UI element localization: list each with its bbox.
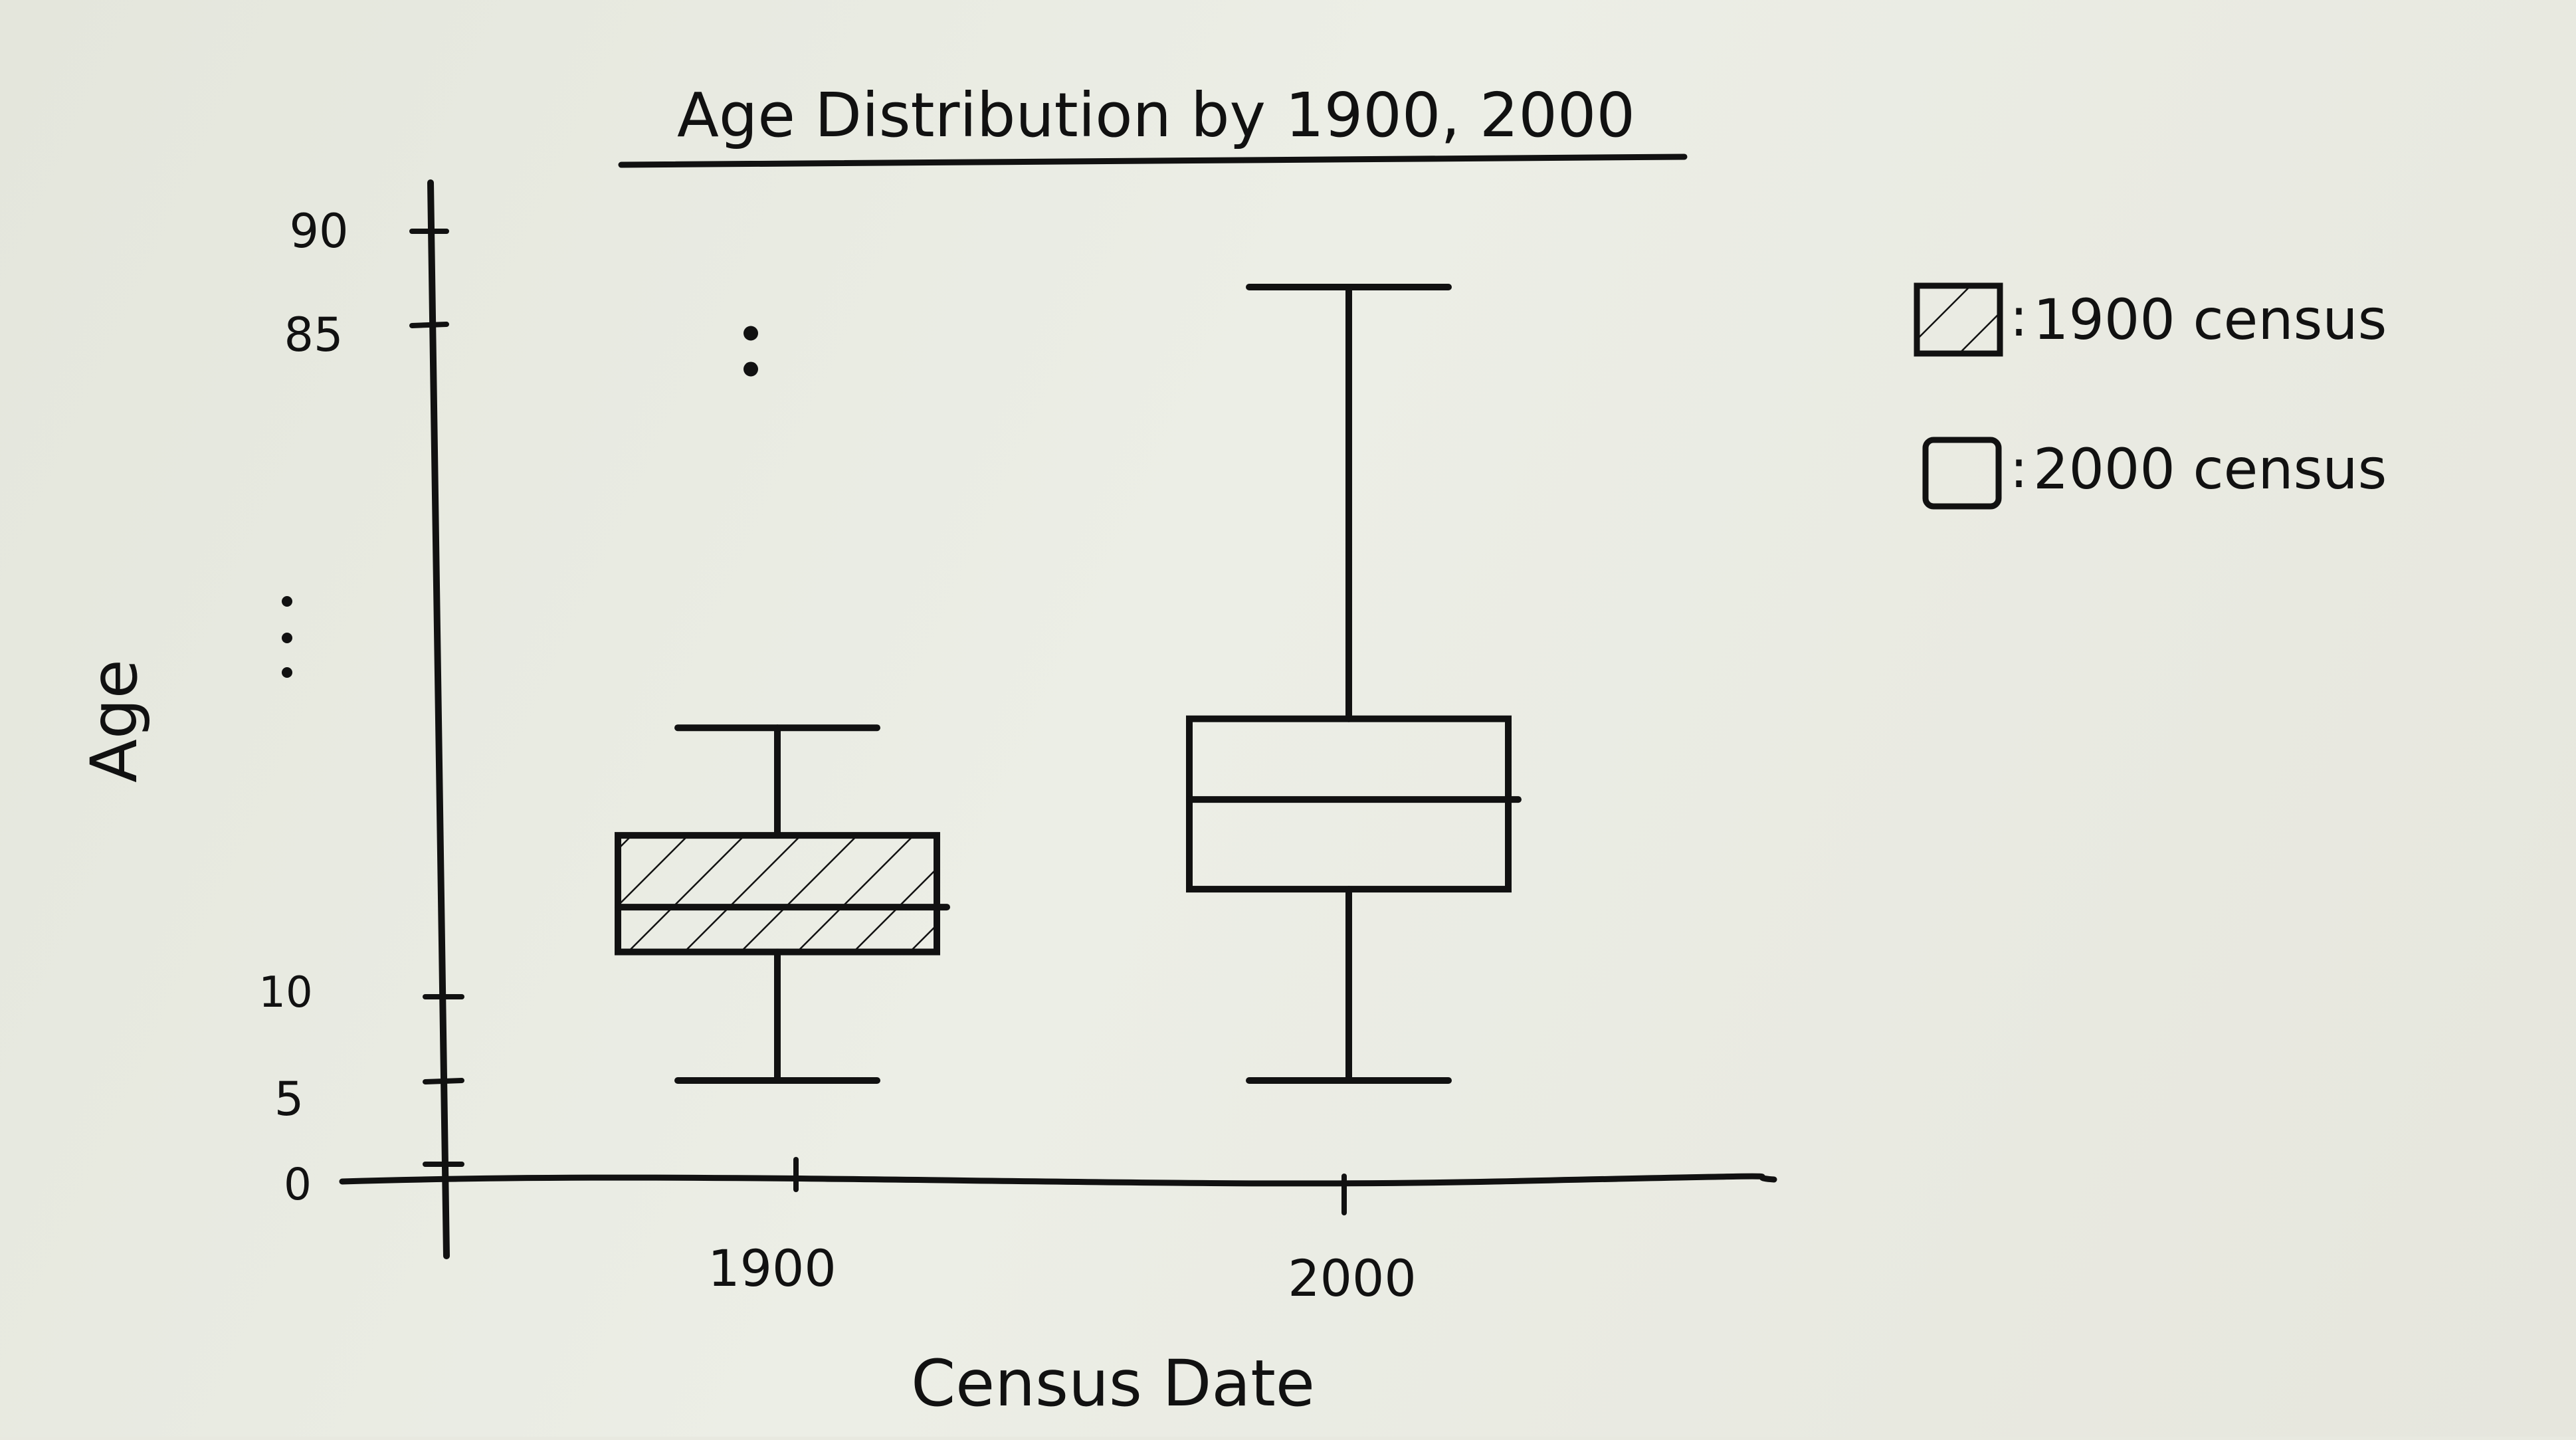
outlier-1900-0 bbox=[743, 361, 758, 377]
break-dot-3 bbox=[282, 667, 292, 678]
outlier-1900-1 bbox=[743, 326, 758, 341]
y-tick-5 bbox=[423, 1078, 464, 1084]
legend-label-2000: 2000 census bbox=[2033, 437, 2387, 502]
box-1900 bbox=[615, 326, 950, 1084]
x-ticks bbox=[793, 1157, 1347, 1215]
y-tick-label-90: 90 bbox=[289, 204, 348, 258]
iqr-box-2000 bbox=[1186, 715, 1512, 893]
legend-colon-1: : bbox=[2010, 286, 2028, 348]
y-tick-label-85: 85 bbox=[284, 308, 343, 362]
x-tick-label-1900: 1900 bbox=[708, 1239, 836, 1298]
y-axis-label: Age bbox=[77, 659, 151, 783]
y-ticks bbox=[409, 229, 464, 1167]
y-tick-label-10: 10 bbox=[258, 968, 312, 1017]
break-dot-1 bbox=[282, 596, 292, 607]
y-tick-label-5: 5 bbox=[274, 1072, 304, 1126]
box-series-group bbox=[615, 284, 1522, 1084]
legend-swatch-hatched bbox=[1914, 282, 2003, 357]
iqr-box-1900 bbox=[615, 832, 940, 956]
title-underline bbox=[618, 154, 1688, 168]
y-tick-85 bbox=[409, 322, 449, 328]
chart-title: Age Distribution by 1900, 2000 bbox=[677, 80, 1635, 151]
x-axis-line bbox=[339, 1173, 1777, 1187]
y-axis-line bbox=[427, 179, 450, 1259]
x-tick-label-2000: 2000 bbox=[1288, 1249, 1416, 1308]
box-2000 bbox=[1186, 284, 1522, 1084]
legend-colon-2: : bbox=[2010, 438, 2028, 500]
legend-swatch-empty bbox=[1922, 437, 2002, 510]
y-axis-break-marker bbox=[282, 596, 292, 678]
break-dot-2 bbox=[282, 633, 292, 643]
x-axis-label: Census Date bbox=[911, 1346, 1315, 1421]
legend: 1900 census 2000 census : : bbox=[1914, 282, 2387, 510]
y-tick-label-0: 0 bbox=[284, 1159, 312, 1210]
legend-label-1900: 1900 census bbox=[2033, 287, 2387, 352]
